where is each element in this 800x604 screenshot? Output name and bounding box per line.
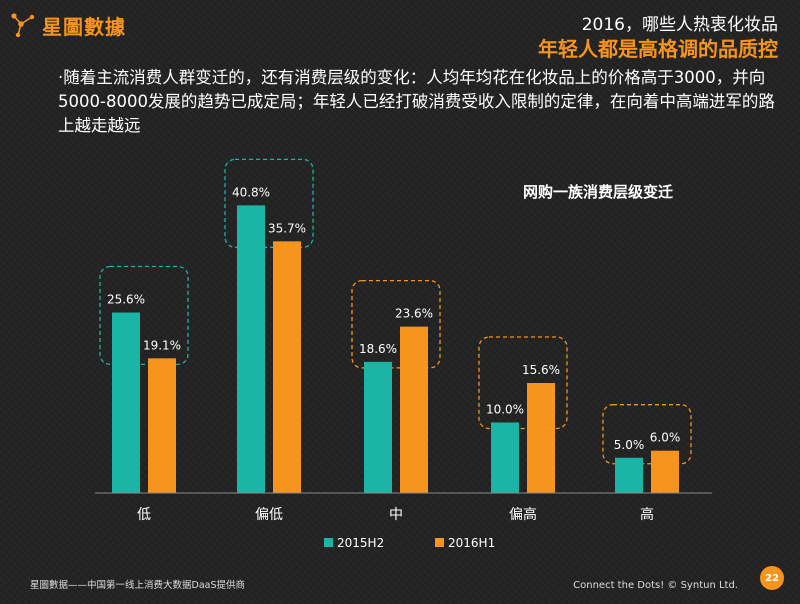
highlight-box: [99, 265, 189, 365]
data-label-2016h1: 23.6%: [395, 307, 433, 321]
bar-2015h2: [112, 312, 140, 493]
bar-2015h2: [237, 205, 265, 494]
data-label-2015h2: 40.8%: [232, 185, 270, 199]
data-label-2016h1: 19.1%: [143, 338, 181, 352]
data-label-2016h1: 6.0%: [650, 431, 681, 445]
legend-swatch: [324, 538, 333, 547]
legend-swatch: [435, 538, 444, 547]
data-label-2015h2: 5.0%: [614, 438, 645, 452]
header-title: 年轻人都是高格调的品质控: [538, 37, 778, 61]
bar-2016h1: [400, 326, 428, 493]
bar-2016h1: [148, 358, 176, 493]
highlight-box: [351, 279, 441, 369]
header: 2016，哪些人热衷化妆品 年轻人都是高格调的品质控: [538, 14, 778, 62]
x-tick-label: 偏低: [255, 507, 283, 523]
bar-2015h2: [615, 457, 643, 493]
x-tick-label: 中: [389, 507, 403, 523]
data-label-2015h2: 25.6%: [107, 293, 145, 307]
bar-2016h1: [527, 383, 555, 493]
data-label-2015h2: 18.6%: [359, 342, 397, 356]
header-subtitle: 2016，哪些人热衷化妆品: [581, 15, 778, 35]
data-label-2016h1: 15.6%: [522, 363, 560, 377]
connected-dots-icon: [11, 13, 35, 38]
brand-logo: 星圖數據: [8, 10, 126, 40]
x-tick-label: 高: [640, 506, 654, 523]
chart-title: 网购一族消费层级变迁: [523, 183, 673, 201]
highlight-box: [478, 336, 568, 430]
bar-2016h1: [651, 450, 679, 493]
bar-2015h2: [364, 361, 392, 493]
x-tick-label: 偏高: [509, 506, 537, 523]
bar-2016h1: [273, 241, 301, 493]
data-label-2015h2: 10.0%: [486, 403, 524, 417]
x-tick-label: 低: [137, 507, 151, 523]
highlight-box: [602, 404, 692, 465]
brand-name: 星圖數據: [42, 14, 126, 39]
page-number: 22: [760, 566, 784, 590]
legend-label: 2015H2: [337, 536, 384, 550]
footer-left: 星圖數据——中国第一线上消费大数据DaaS提供商: [30, 580, 245, 591]
footer-right: Connect the Dots! © Syntun Ltd.: [573, 580, 738, 591]
description-text: ·随着主流消费人群变迁的，还有消费层级的变化：人均年均花在化妆品上的价格高于30…: [58, 68, 775, 135]
legend-label: 2016H1: [448, 536, 495, 550]
data-label-2016h1: 35.7%: [268, 221, 306, 235]
bar-2015h2: [491, 422, 519, 493]
